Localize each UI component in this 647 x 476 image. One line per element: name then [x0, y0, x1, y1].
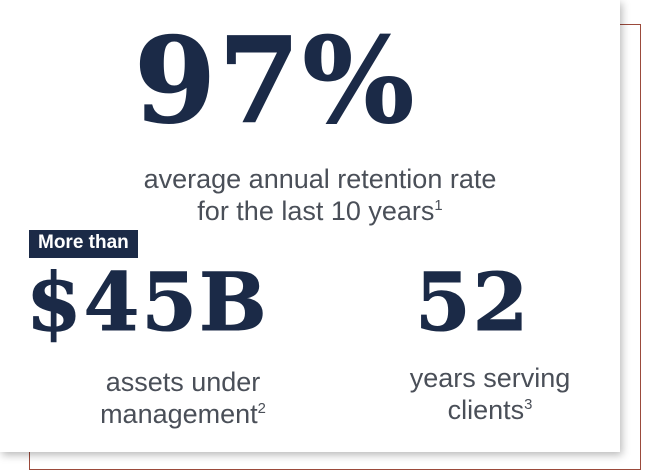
retention-label: average annual retention rate for the la…	[100, 163, 540, 228]
retention-label-line2-wrap: for the last 10 years1	[100, 195, 540, 227]
assets-label-line1: assets under	[105, 367, 261, 397]
years-label-line2: clients	[447, 395, 525, 426]
retention-value: 97%	[133, 11, 417, 150]
assets-label: assets under management2	[68, 366, 298, 431]
stats-card: 97% average annual retention rate for th…	[25, 11, 595, 431]
years-footnote: 3	[524, 397, 533, 414]
retention-footnote: 1	[434, 198, 443, 215]
assets-value: $45B	[26, 255, 269, 349]
assets-label-line2: management	[100, 399, 258, 430]
assets-footnote: 2	[257, 401, 266, 418]
retention-label-line1: average annual retention rate	[143, 164, 497, 194]
assets-label-line2-wrap: management2	[68, 398, 298, 430]
years-label-line2-wrap: clients3	[385, 394, 595, 426]
years-label: years serving clients3	[385, 362, 595, 427]
retention-label-line2: for the last 10 years	[197, 196, 435, 227]
more-than-badge: More than	[29, 230, 138, 258]
years-value: 52	[414, 255, 531, 349]
years-label-line1: years serving	[409, 363, 571, 393]
